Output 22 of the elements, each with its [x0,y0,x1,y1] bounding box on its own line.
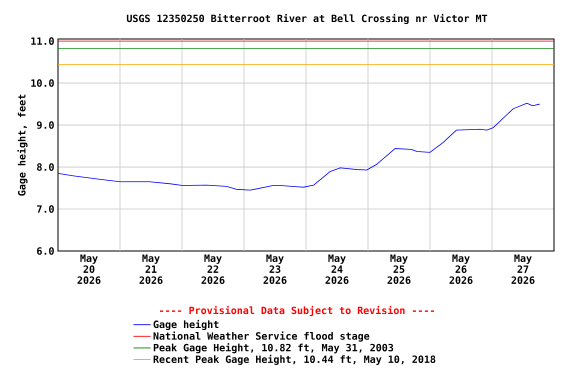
legend-label: Peak Gage Height, 10.82 ft, May 31, 2003 [154,343,394,354]
x-tick-label: May 25 2026 [388,254,411,284]
x-tick-label: May 23 2026 [264,254,287,284]
x-tick-label: May 21 2026 [140,254,163,284]
y-tick-label: 9.0 [36,121,54,129]
x-tick-label: May 20 2026 [78,254,101,284]
line-series [58,102,540,191]
text: ---- Provisional Data Subject to Revision ---- [160,306,434,316]
chart-title: USGS 12350250 Bitterroot River at Bell Crossing nr Victor MT [126,14,488,24]
y-tick-label: 11.0 [31,37,54,45]
legend-label: Gage height [154,320,218,330]
legend-label: Recent Peak Gage Height, 10.44 ft, May 10, 2018 [154,354,436,365]
x-tick-label: May 24 2026 [326,254,349,284]
y-axis-title: Gage height, feet [17,94,28,196]
y-tick-label: 10.0 [31,79,54,87]
legend-label: National Weather Service flood stage [154,331,370,342]
y-tick-label: 8.0 [37,163,54,171]
x-tick-label: May 22 2026 [202,254,225,284]
x-tick-label: May 26 2026 [450,254,473,284]
y-tick-label: 7.0 [37,205,54,213]
x-tick-label: May 27 2026 [512,254,535,284]
y-tick-label: 6.0 [37,247,54,255]
